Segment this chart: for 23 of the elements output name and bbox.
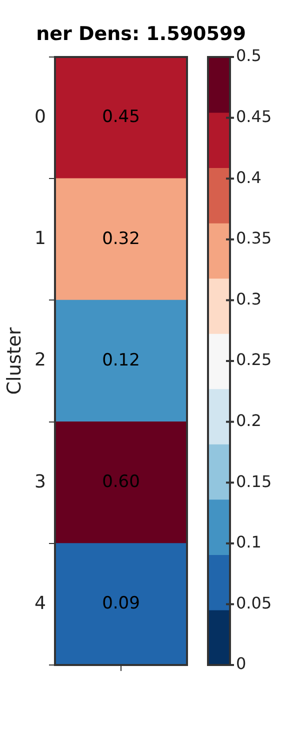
y-tick-label: 4 — [34, 592, 46, 614]
color-bar-label: 0.4 — [236, 168, 262, 187]
y-tick-label: 1 — [34, 228, 46, 250]
color-bar-label: 0.25 — [236, 350, 272, 370]
y-tick-label: 0 — [34, 106, 46, 128]
data-label: 0.45 — [102, 107, 140, 128]
chart-title: ner Dens: 1.590599 — [36, 22, 246, 45]
y-tick-label: 3 — [34, 471, 46, 492]
data-label: 0.09 — [102, 594, 140, 614]
color-bar-label: 0.15 — [236, 472, 272, 491]
color-bar-label: 0 — [236, 654, 246, 674]
color-bar-label: 0.2 — [236, 410, 262, 430]
data-label: 0.12 — [102, 350, 140, 370]
data-label: 0.32 — [102, 228, 140, 249]
y-tick-label: 2 — [34, 350, 46, 371]
color-bar-label: 0.05 — [236, 593, 272, 612]
color-bar-label: 0.5 — [236, 46, 262, 66]
color-bar-label: 0.35 — [236, 228, 272, 248]
color-bar-label: 0.3 — [236, 289, 262, 308]
color-bar-label: 0.45 — [236, 106, 272, 126]
data-label: 0.60 — [102, 472, 140, 492]
y-axis-title: Cluster — [3, 327, 26, 395]
color-bar-label: 0.1 — [236, 532, 262, 552]
